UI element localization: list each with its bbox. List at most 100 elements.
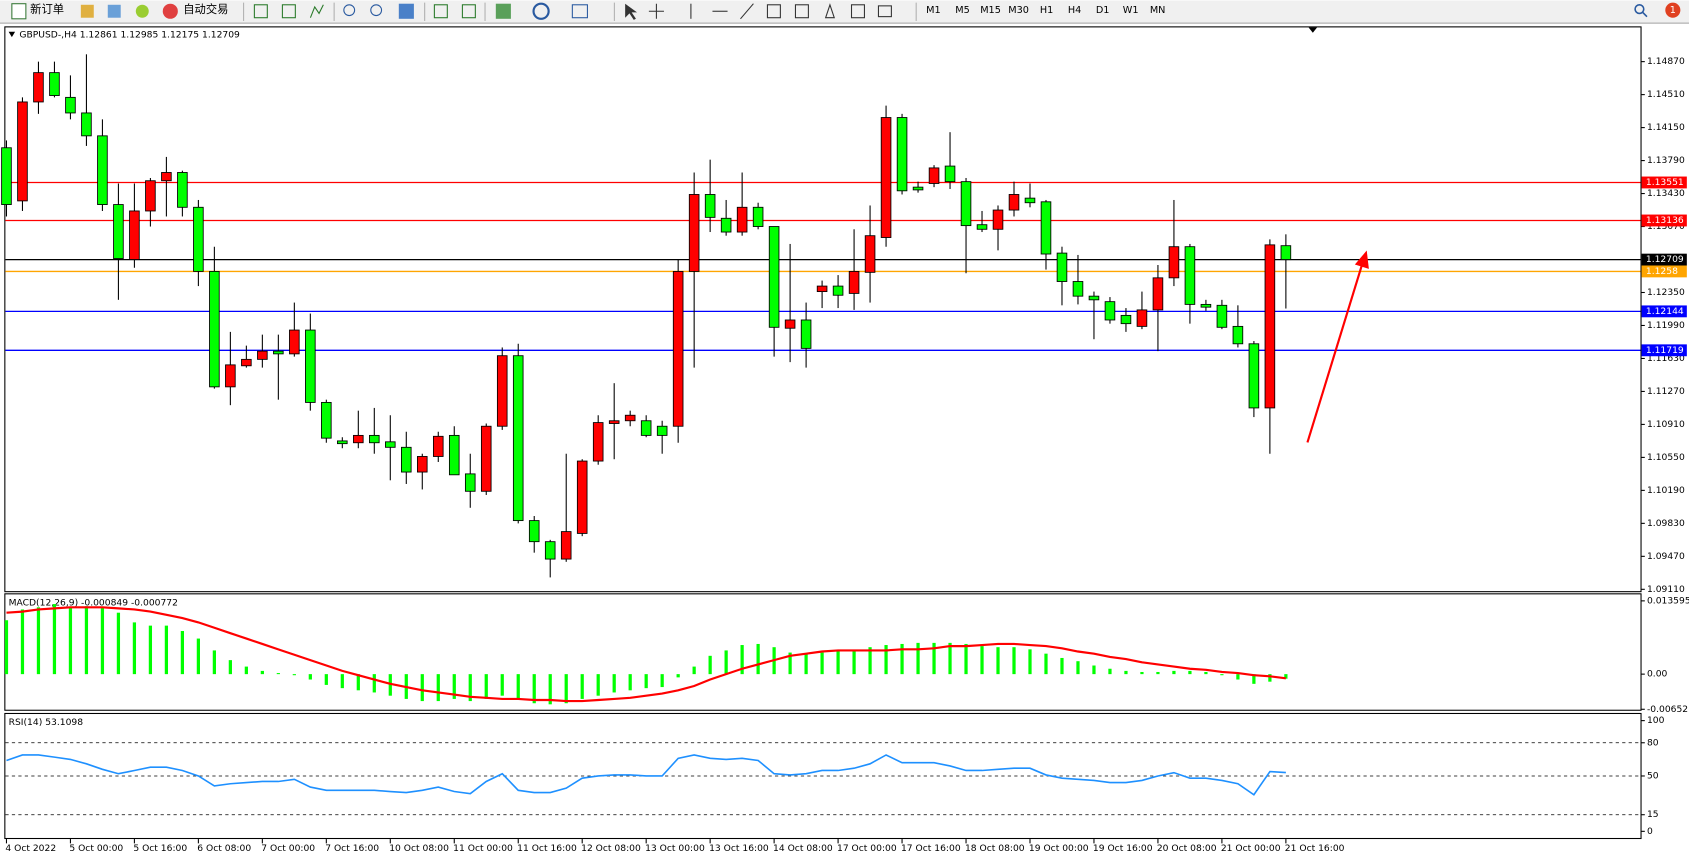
candle-body <box>848 270 860 294</box>
macd-bar <box>884 645 888 675</box>
rsi-title: RSI(14) 53.1098 <box>9 717 84 728</box>
icon[interactable] <box>766 4 781 19</box>
candle-body <box>49 72 60 96</box>
icon[interactable] <box>571 4 588 19</box>
candle-body <box>401 446 412 473</box>
candle-body <box>432 435 444 457</box>
macd-bar <box>820 652 824 675</box>
macd-bar <box>788 652 792 675</box>
timeframe-button[interactable]: H1 <box>1040 5 1053 16</box>
macd-bar <box>500 674 504 696</box>
macd-bar <box>484 674 488 699</box>
toolbar: 新订单 自动交易 M1 M5 M15 M3 <box>0 0 1689 24</box>
macd-bar <box>724 650 728 675</box>
icon[interactable] <box>343 4 356 17</box>
timeframe-button[interactable]: M1 <box>926 5 941 16</box>
macd-bar <box>516 674 520 699</box>
macd-bar <box>132 622 137 675</box>
timeframe-button[interactable]: D1 <box>1096 5 1110 16</box>
x-tick-label: 14 Oct 08:00 <box>773 843 833 854</box>
timeframe-button[interactable]: M5 <box>955 5 970 16</box>
timeframe-bar: M1 M5 M15 M30 H1 H4 D1 W1 MN <box>926 5 1165 16</box>
candle-body <box>832 285 844 296</box>
candle-body <box>145 180 156 212</box>
macd-bar <box>1172 670 1176 675</box>
macd-bar <box>916 642 920 675</box>
macd-bar <box>1012 647 1016 675</box>
y-tick-label: 1.12350 <box>1647 287 1685 298</box>
icon[interactable] <box>461 4 476 19</box>
icon[interactable] <box>625 3 638 20</box>
icon[interactable] <box>80 4 94 18</box>
macd-bar <box>292 674 296 676</box>
candle-body <box>624 414 636 422</box>
icon[interactable] <box>433 4 448 19</box>
timeframe-button[interactable]: M15 <box>980 5 1001 16</box>
icon[interactable] <box>309 4 324 18</box>
macd-bar <box>756 643 760 675</box>
candle-body <box>17 101 28 202</box>
macd-bar <box>1188 670 1192 675</box>
timeframe-button[interactable]: H4 <box>1068 5 1081 16</box>
y-tick-label: 0.013595 <box>1647 595 1689 606</box>
icon[interactable] <box>370 4 383 17</box>
icon[interactable] <box>495 3 511 19</box>
price-level-tag <box>1641 344 1687 357</box>
main-panel <box>4 26 1642 593</box>
new-order-button[interactable]: 新订单 <box>11 2 64 20</box>
candle-body <box>656 425 668 436</box>
candle-body <box>289 329 300 355</box>
timeframe-button[interactable]: MN <box>1150 5 1166 16</box>
x-tick-label: 7 Oct 16:00 <box>325 843 379 854</box>
icon[interactable] <box>398 3 414 19</box>
macd-bar <box>356 674 360 691</box>
icon[interactable] <box>253 4 268 19</box>
macd-bar <box>308 674 312 680</box>
macd-bar <box>180 631 185 675</box>
candle-body <box>480 425 492 492</box>
macd-title: MACD(12,26,9) -0.000849 -0.000772 <box>9 597 178 608</box>
icon[interactable] <box>850 4 865 19</box>
candle-body <box>608 420 620 424</box>
timeframe-button[interactable]: M30 <box>1008 5 1029 16</box>
macd-bar <box>628 674 632 691</box>
y-tick-label: 80 <box>1647 737 1659 748</box>
macd-bar <box>868 647 872 675</box>
candle-body <box>896 117 908 192</box>
candle-body <box>512 355 524 522</box>
shift-marker <box>1308 27 1318 33</box>
notifications[interactable]: 1 <box>1665 2 1681 18</box>
y-tick-label: 1.14870 <box>1647 56 1685 67</box>
icon[interactable] <box>877 5 892 18</box>
search-icon-handle <box>1642 11 1648 18</box>
icon[interactable] <box>794 4 809 19</box>
macd-bar <box>1252 674 1256 684</box>
macd-bar <box>564 674 568 704</box>
candle-body <box>241 358 252 367</box>
candle-body <box>416 456 428 473</box>
candle-body <box>113 204 124 260</box>
candle-body <box>960 181 972 227</box>
icon[interactable] <box>740 3 754 20</box>
timeframe-button[interactable]: W1 <box>1123 5 1139 16</box>
signal-line <box>6 606 1287 703</box>
x-tick-label: 21 Oct 16:00 <box>1285 843 1345 854</box>
search-icon[interactable] <box>1634 3 1645 15</box>
icon[interactable] <box>824 3 836 19</box>
candle-body <box>273 350 284 355</box>
candle-body <box>688 194 700 272</box>
candle-body <box>1168 246 1180 279</box>
auto-trade-button[interactable]: 自动交易 <box>162 2 229 19</box>
icon[interactable] <box>281 4 296 19</box>
macd-bar <box>996 647 1000 675</box>
macd-bar <box>36 607 41 675</box>
icon[interactable] <box>532 2 550 20</box>
x-tick-label: 17 Oct 16:00 <box>901 843 961 854</box>
icon[interactable] <box>107 4 121 18</box>
macd-bar <box>740 645 744 675</box>
y-tick-label: 0 <box>1647 826 1653 837</box>
icon[interactable] <box>135 4 149 18</box>
icon[interactable] <box>648 3 664 19</box>
candle-body <box>1040 201 1052 255</box>
candle-body <box>992 209 1004 230</box>
